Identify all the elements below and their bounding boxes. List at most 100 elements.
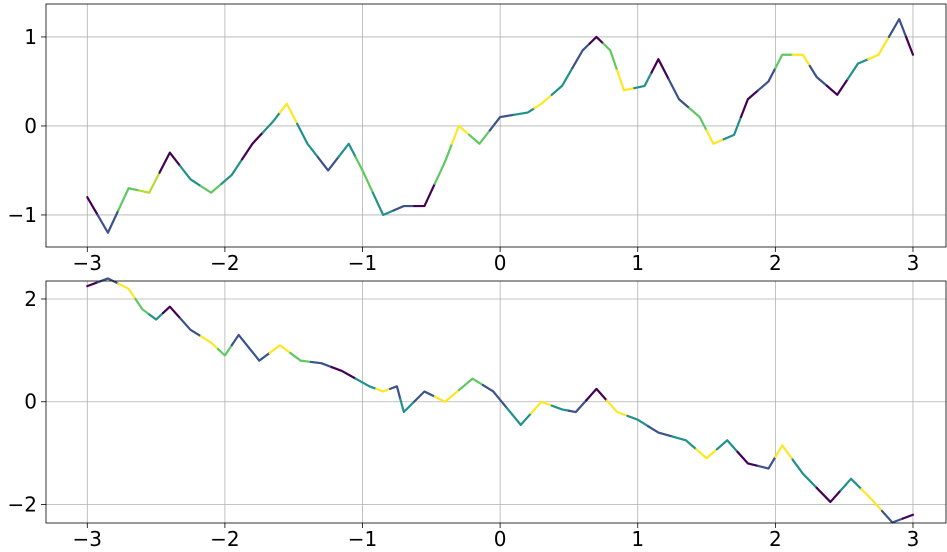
- line-segment: [371, 191, 395, 217]
- x-tick-label: 1: [631, 527, 644, 551]
- line-segment: [736, 450, 760, 468]
- line-segment: [354, 155, 374, 194]
- line-segment: [626, 414, 650, 428]
- y-tick-label: 0: [24, 114, 37, 138]
- x-tick-label: 3: [907, 527, 920, 551]
- axes-frame: [45, 3, 947, 248]
- line-segment: [199, 335, 220, 351]
- line-segment: [158, 151, 182, 174]
- line-segment: [646, 425, 674, 438]
- axes-frame: [45, 280, 947, 524]
- line-segment: [309, 360, 333, 369]
- line-segment: [230, 333, 251, 349]
- line-segment: [550, 66, 574, 96]
- line-segment: [757, 66, 777, 92]
- x-tick-label: 2: [769, 527, 782, 551]
- line-segment: [667, 78, 691, 110]
- line-segment: [774, 444, 794, 461]
- y-tick-label: 2: [24, 287, 37, 311]
- line-segment: [808, 64, 829, 87]
- x-tick-label: −1: [348, 527, 377, 551]
- line-segment: [268, 344, 292, 355]
- line-segment: [488, 113, 515, 132]
- line-segment: [887, 18, 908, 39]
- line-segment: [392, 204, 416, 212]
- line-segment: [588, 35, 605, 45]
- x-tick-label: −2: [210, 251, 239, 275]
- line-segment: [791, 53, 811, 67]
- line-segment: [289, 351, 313, 364]
- line-segment: [179, 317, 202, 338]
- x-tick-label: 0: [494, 527, 507, 551]
- line-segment: [791, 458, 818, 489]
- line-segment: [550, 404, 571, 412]
- line-segment: [722, 115, 743, 141]
- line-segment: [505, 407, 533, 426]
- x-tick-label: 0: [494, 251, 507, 275]
- line-segment: [695, 448, 718, 460]
- line-segment: [161, 305, 182, 320]
- line-segment: [671, 435, 698, 451]
- x-tick-label: 1: [631, 251, 644, 275]
- line-segment: [715, 439, 739, 453]
- line-segment: [86, 196, 99, 217]
- line-segment: [860, 487, 884, 513]
- line-segment: [278, 102, 299, 125]
- x-tick-label: 2: [769, 251, 782, 275]
- line-segment: [705, 129, 725, 145]
- line-segment: [571, 42, 591, 70]
- y-tick-label: −1: [8, 203, 37, 227]
- line-segment: [117, 282, 137, 301]
- line-segment: [774, 53, 794, 70]
- line-segment: [241, 131, 264, 161]
- line-segment: [337, 142, 357, 159]
- line-segment: [388, 385, 402, 401]
- line-segment: [354, 377, 378, 390]
- line-segment: [846, 58, 870, 81]
- y-tick-label: 1: [24, 25, 37, 49]
- line-segment: [468, 129, 491, 145]
- line-segment: [605, 399, 629, 417]
- line-segment: [86, 281, 99, 288]
- line-segment: [148, 312, 165, 321]
- line-segment: [413, 390, 436, 403]
- line-segment: [247, 346, 271, 362]
- line-segment: [220, 158, 244, 185]
- line-segment: [616, 69, 636, 92]
- line-segment: [433, 389, 460, 403]
- line-segment: [512, 107, 536, 116]
- x-tick-label: −3: [73, 251, 102, 275]
- line-segment: [825, 78, 849, 96]
- line-segment: [688, 107, 708, 132]
- line-segment: [375, 387, 392, 393]
- line-segment: [815, 486, 842, 504]
- line-segment: [633, 71, 653, 90]
- line-segment: [117, 187, 140, 212]
- line-segment: [413, 182, 436, 208]
- line-segment: [296, 122, 319, 159]
- line-segment: [585, 387, 608, 402]
- line-segment: [650, 58, 670, 81]
- line-segment: [399, 398, 416, 414]
- x-tick-label: −1: [348, 251, 377, 275]
- line-segment: [567, 399, 588, 414]
- line-segment: [839, 477, 863, 492]
- y-tick-label: −2: [8, 493, 37, 517]
- line-segment: [904, 35, 915, 56]
- line-segment: [901, 513, 915, 520]
- line-segment: [533, 93, 553, 110]
- line-segment: [457, 377, 485, 392]
- line-segment: [199, 182, 223, 194]
- line-segment: [757, 455, 777, 470]
- x-tick-label: 3: [907, 251, 920, 275]
- x-tick-label: −2: [210, 527, 239, 551]
- line-segment: [450, 124, 471, 145]
- y-tick-label: 0: [24, 390, 37, 414]
- line-segment: [330, 365, 357, 380]
- line-segment: [134, 297, 151, 316]
- line-segment: [179, 164, 202, 188]
- line-segment: [96, 209, 120, 234]
- line-segment: [216, 344, 233, 357]
